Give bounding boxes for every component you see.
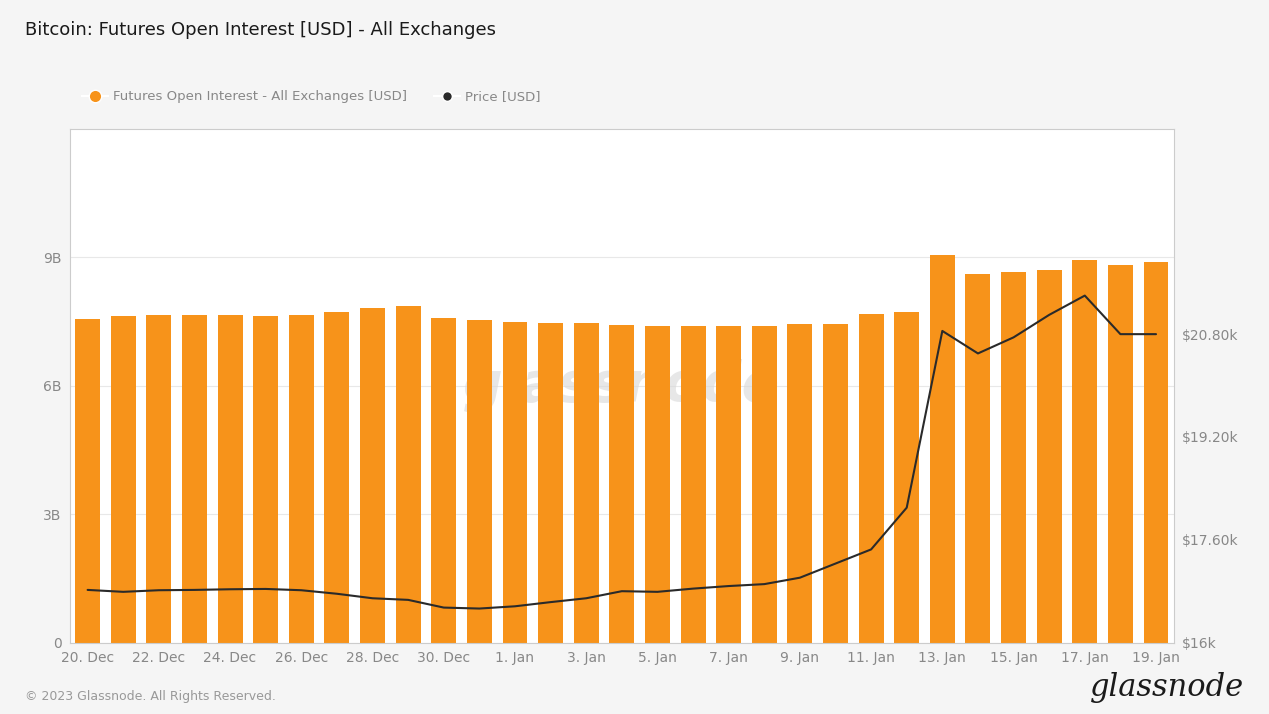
Text: © 2023 Glassnode. All Rights Reserved.: © 2023 Glassnode. All Rights Reserved. [25, 690, 277, 703]
Bar [680, 326, 706, 643]
Bar [431, 318, 457, 643]
Bar [1143, 262, 1169, 643]
Bar [895, 312, 919, 643]
Text: glassnode: glassnode [1090, 673, 1244, 703]
Bar [1037, 270, 1062, 643]
Text: Bitcoin: Futures Open Interest [USD] - All Exchanges: Bitcoin: Futures Open Interest [USD] - A… [25, 21, 496, 39]
Bar [467, 321, 492, 643]
Bar [609, 325, 634, 643]
Bar [859, 313, 883, 643]
Bar [289, 316, 313, 643]
Bar [181, 315, 207, 643]
Bar [716, 326, 741, 643]
Bar [254, 316, 278, 643]
Bar [146, 315, 171, 643]
Bar [574, 323, 599, 643]
Bar [110, 316, 136, 643]
Bar [360, 308, 385, 643]
Bar [75, 319, 100, 643]
Legend: Futures Open Interest - All Exchanges [USD], Price [USD]: Futures Open Interest - All Exchanges [U… [76, 85, 546, 109]
Bar [824, 324, 848, 643]
Bar [396, 306, 420, 643]
Bar [1108, 265, 1133, 643]
Bar [538, 323, 563, 643]
Bar [503, 322, 528, 643]
Bar [751, 326, 777, 643]
Bar [1072, 261, 1098, 643]
Bar [787, 324, 812, 643]
Bar [966, 274, 990, 643]
Bar [325, 312, 349, 643]
Text: glassnode: glassnode [463, 358, 780, 413]
Bar [217, 316, 242, 643]
Bar [930, 255, 954, 643]
Bar [1001, 272, 1027, 643]
Bar [645, 326, 670, 643]
